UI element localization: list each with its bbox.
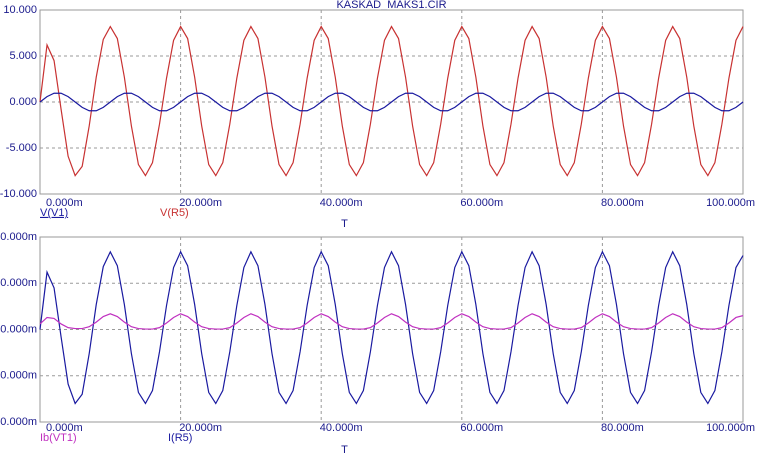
x-tick-label: 0.000m (46, 422, 83, 434)
legend-entry: Ib(VT1) (40, 432, 77, 444)
x-axis-label: T (341, 444, 348, 456)
x-tick-label: 100.000m (706, 197, 755, 209)
chart-title: KASKAD_MAKS1.CIR (336, 0, 446, 11)
x-tick-label: 60.000m (460, 197, 503, 209)
x-tick-label: 40.000m (320, 197, 363, 209)
trace (39, 92, 744, 112)
legend-entry: V(R5) (160, 207, 189, 219)
legend-entry: I(R5) (168, 432, 192, 444)
x-tick-label: 40.000m (320, 422, 363, 434)
x-axis-label: T (341, 218, 348, 230)
x-tick-label: 20.000m (179, 422, 222, 434)
y-tick-label: -100.000m (0, 416, 37, 428)
x-tick-label: 20.000m (179, 197, 222, 209)
trace (39, 313, 744, 330)
y-tick-label: -5.000 (6, 142, 37, 154)
x-tick-label: 60.000m (460, 422, 503, 434)
y-tick-label: -10.000 (0, 188, 37, 200)
x-tick-label: 80.000m (601, 197, 644, 209)
y-tick-label: 0.000m (0, 323, 37, 335)
trace (39, 25, 744, 177)
y-tick-label: 100.000m (0, 231, 37, 243)
legend-entry: V(V1) (40, 207, 68, 219)
y-tick-label: -50.000m (0, 370, 37, 382)
trace (39, 250, 744, 405)
y-tick-label: 50.000m (0, 277, 37, 289)
y-tick-label: 10.000 (3, 4, 37, 16)
x-tick-label: 0.000m (46, 197, 83, 209)
y-tick-label: 0.000 (9, 96, 37, 108)
x-tick-label: 100.000m (706, 422, 755, 434)
y-tick-label: 5.000 (9, 50, 37, 62)
x-tick-label: 80.000m (601, 422, 644, 434)
